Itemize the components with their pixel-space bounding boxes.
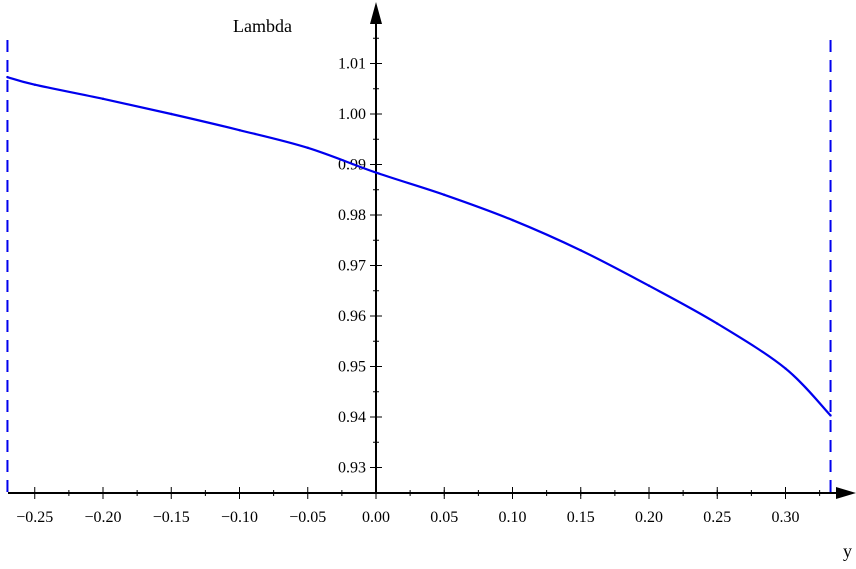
- x-tick-label-6: 0.05: [430, 509, 458, 526]
- x-tick-label-5: 0.00: [362, 509, 390, 526]
- data-point: [170, 112, 173, 116]
- y-tick-label-8: 1.01: [338, 56, 366, 73]
- y-tick-label-0: 0.93: [338, 460, 366, 477]
- data-point: [829, 414, 832, 417]
- y-axis-label: Lambda: [233, 16, 292, 36]
- y-tick-label-3: 0.96: [338, 308, 366, 325]
- x-tick-label-10: 0.25: [703, 509, 731, 526]
- y-tick-label-5: 0.98: [338, 207, 366, 224]
- y-tick-label-1: 0.94: [338, 409, 366, 426]
- x-tick-label-8: 0.15: [567, 509, 595, 526]
- x-axis-label: y: [843, 541, 852, 561]
- x-tick-label-4: −0.05: [289, 509, 326, 526]
- x-tick-label-1: −0.20: [84, 509, 121, 526]
- y-tick-label-2: 0.95: [338, 359, 366, 376]
- data-point: [443, 193, 446, 196]
- x-tick-label-3: −0.10: [221, 509, 258, 526]
- data-point: [579, 249, 582, 252]
- data-point: [511, 218, 514, 222]
- x-axis-arrow: [836, 487, 856, 499]
- y-tick-label-7: 1.00: [338, 106, 366, 123]
- data-point: [238, 128, 241, 132]
- y-tick-label-4: 0.97: [338, 258, 366, 275]
- x-tick-label-7: 0.10: [499, 509, 527, 526]
- x-tick-label-11: 0.30: [772, 509, 800, 526]
- axes: −0.25 −0.20 −0.15 −0.10 −0.05 0.00 0.05 0.10 0.1…: [8, 2, 856, 526]
- data-point: [784, 367, 787, 370]
- y-axis-arrow: [370, 2, 382, 24]
- data-point: [716, 322, 719, 325]
- data-point: [6, 75, 9, 79]
- x-tick-label-2: −0.15: [153, 509, 190, 526]
- data-point: [374, 171, 378, 174]
- data-point: [647, 284, 651, 287]
- x-tick-label-0: −0.25: [16, 509, 53, 526]
- series-line-0: [7, 76, 832, 417]
- asymptote-layer: [6, 40, 832, 493]
- data-point: [306, 146, 309, 150]
- data-point: [101, 97, 105, 101]
- x-tick-label-9: 0.20: [635, 509, 663, 526]
- data-point: [33, 83, 36, 86]
- series-layer: [6, 75, 832, 417]
